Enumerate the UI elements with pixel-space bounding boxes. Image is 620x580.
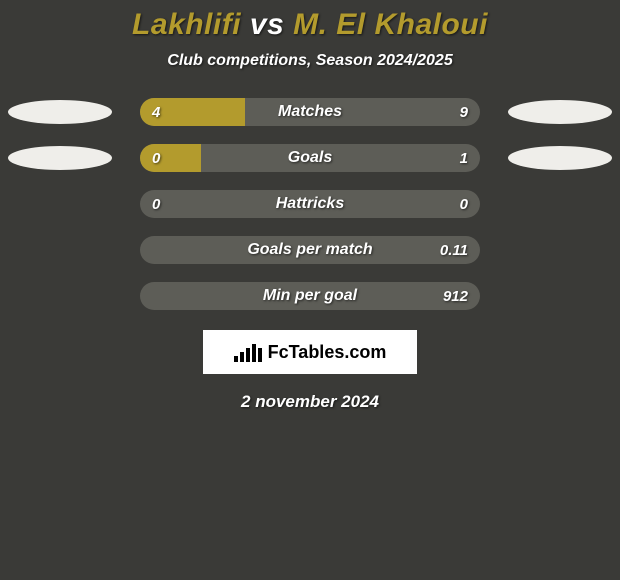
bar-row: Min per goal912 [0, 282, 620, 310]
bar-value-right: 912 [443, 282, 468, 310]
left-team-marker [8, 100, 112, 124]
bar-label: Goals [140, 144, 480, 172]
bar-label: Min per goal [140, 282, 480, 310]
bar-value-right: 0 [460, 190, 468, 218]
right-team-marker [508, 100, 612, 124]
subtitle: Club competitions, Season 2024/2025 [0, 52, 620, 70]
bar-label: Hattricks [140, 190, 480, 218]
bar-value-right: 9 [460, 98, 468, 126]
bar: Goals per match0.11 [140, 236, 480, 264]
bar-label: Matches [140, 98, 480, 126]
bar: Goals0 1 [140, 144, 480, 172]
footer-date: 2 november 2024 [0, 392, 620, 412]
bar: Matches4 9 [140, 98, 480, 126]
bars-icon [234, 342, 262, 362]
right-team-marker [508, 146, 612, 170]
footer-logo: FcTables.com [203, 330, 417, 374]
canvas: Lakhlifi vs M. El Khaloui Club competiti… [0, 0, 620, 580]
bar: Hattricks0 0 [140, 190, 480, 218]
bar: Min per goal912 [140, 282, 480, 310]
bar-value-left: 0 [152, 190, 160, 218]
title: Lakhlifi vs M. El Khaloui [0, 0, 620, 42]
bar-value-left: 0 [152, 144, 160, 172]
bar-row: Goals per match0.11 [0, 236, 620, 264]
bar-value-right: 1 [460, 144, 468, 172]
bar-row: Goals0 1 [0, 144, 620, 172]
bar-value-left: 4 [152, 98, 160, 126]
bar-row: Matches4 9 [0, 98, 620, 126]
left-team-marker [8, 146, 112, 170]
bar-value-right: 0.11 [440, 236, 468, 264]
title-vs: vs [250, 8, 284, 41]
bar-label: Goals per match [140, 236, 480, 264]
title-player2: M. El Khaloui [293, 8, 488, 41]
bar-rows: Matches49Goals01Hattricks00Goals per mat… [0, 98, 620, 310]
bar-row: Hattricks0 0 [0, 190, 620, 218]
title-player1: Lakhlifi [132, 8, 241, 41]
footer-logo-text: FcTables.com [268, 342, 387, 363]
